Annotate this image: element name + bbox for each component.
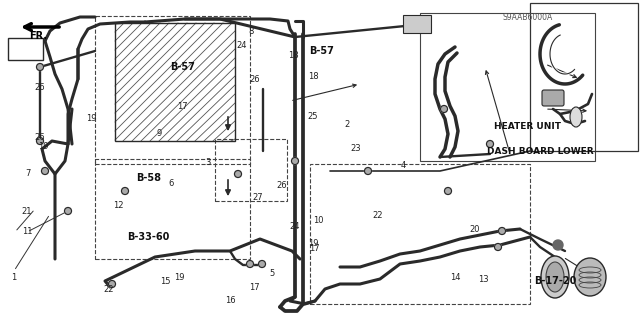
Text: 8: 8	[248, 27, 253, 36]
Circle shape	[291, 158, 298, 165]
Text: 16: 16	[225, 296, 236, 305]
Circle shape	[495, 243, 502, 250]
Text: 5: 5	[269, 269, 275, 278]
Bar	[403, 15, 431, 33]
Text: 12: 12	[113, 201, 124, 210]
Text: 17: 17	[249, 283, 259, 292]
Text: 3: 3	[205, 158, 211, 167]
Ellipse shape	[574, 258, 606, 296]
Bar	[95, 159, 250, 259]
Text: 15: 15	[160, 277, 170, 286]
Text: 19: 19	[38, 142, 48, 151]
Bar	[530, 3, 638, 151]
Circle shape	[499, 227, 506, 234]
Text: 26: 26	[276, 182, 287, 190]
Text: S9AAB6000A: S9AAB6000A	[503, 13, 553, 22]
Bar	[420, 13, 595, 161]
Text: 6: 6	[169, 179, 174, 188]
Ellipse shape	[541, 256, 569, 298]
Text: 10: 10	[314, 216, 324, 225]
Text: 9: 9	[156, 129, 161, 138]
Circle shape	[36, 63, 44, 70]
Circle shape	[65, 207, 72, 214]
Text: FR.: FR.	[29, 31, 47, 41]
FancyBboxPatch shape	[542, 90, 564, 106]
Circle shape	[36, 137, 44, 145]
Bar	[310, 164, 530, 304]
Ellipse shape	[546, 262, 564, 292]
Bar	[215, 139, 287, 201]
Text: 17: 17	[177, 102, 188, 111]
Circle shape	[246, 261, 253, 268]
Text: 26: 26	[35, 83, 45, 92]
Text: 14: 14	[451, 273, 461, 282]
Text: 25: 25	[307, 112, 317, 121]
Text: HEATER UNIT: HEATER UNIT	[495, 122, 561, 131]
Circle shape	[445, 188, 451, 195]
Text: 24: 24	[237, 41, 247, 50]
Text: B-57: B-57	[310, 46, 334, 56]
Text: 2: 2	[344, 120, 349, 129]
Text: 17: 17	[310, 244, 320, 253]
Circle shape	[486, 140, 493, 147]
Ellipse shape	[570, 107, 582, 127]
Circle shape	[109, 280, 115, 287]
Circle shape	[42, 167, 49, 174]
Text: 26: 26	[35, 133, 45, 142]
Text: 19: 19	[308, 239, 319, 248]
Text: B-58: B-58	[136, 173, 161, 183]
Text: B-33-60: B-33-60	[127, 232, 170, 242]
Text: 24: 24	[289, 222, 300, 231]
Text: B-17-20: B-17-20	[534, 276, 577, 286]
Text: 20: 20	[470, 225, 480, 234]
Text: 18: 18	[289, 51, 299, 60]
Circle shape	[365, 167, 371, 174]
Circle shape	[234, 170, 241, 177]
Bar	[8, 38, 43, 60]
Text: 4: 4	[401, 161, 406, 170]
Text: 23: 23	[351, 144, 361, 153]
Circle shape	[553, 240, 563, 250]
Text: 22: 22	[104, 285, 114, 294]
Text: 18: 18	[308, 72, 319, 81]
Text: 26: 26	[250, 75, 260, 84]
Circle shape	[259, 261, 266, 268]
Circle shape	[440, 106, 447, 113]
Text: 7: 7	[25, 169, 30, 178]
Text: 19: 19	[174, 273, 184, 282]
Text: 27: 27	[252, 193, 262, 202]
Text: 11: 11	[22, 227, 33, 236]
Text: B-57: B-57	[171, 62, 195, 72]
Text: DASH BOARD LOWER: DASH BOARD LOWER	[488, 147, 594, 156]
Text: 13: 13	[478, 275, 488, 284]
Text: 19: 19	[86, 114, 97, 122]
Text: 21: 21	[22, 207, 32, 216]
Bar	[115, 23, 235, 141]
Bar	[95, 16, 250, 164]
Text: 1: 1	[12, 273, 17, 282]
Text: 22: 22	[372, 211, 383, 220]
Circle shape	[122, 188, 129, 195]
